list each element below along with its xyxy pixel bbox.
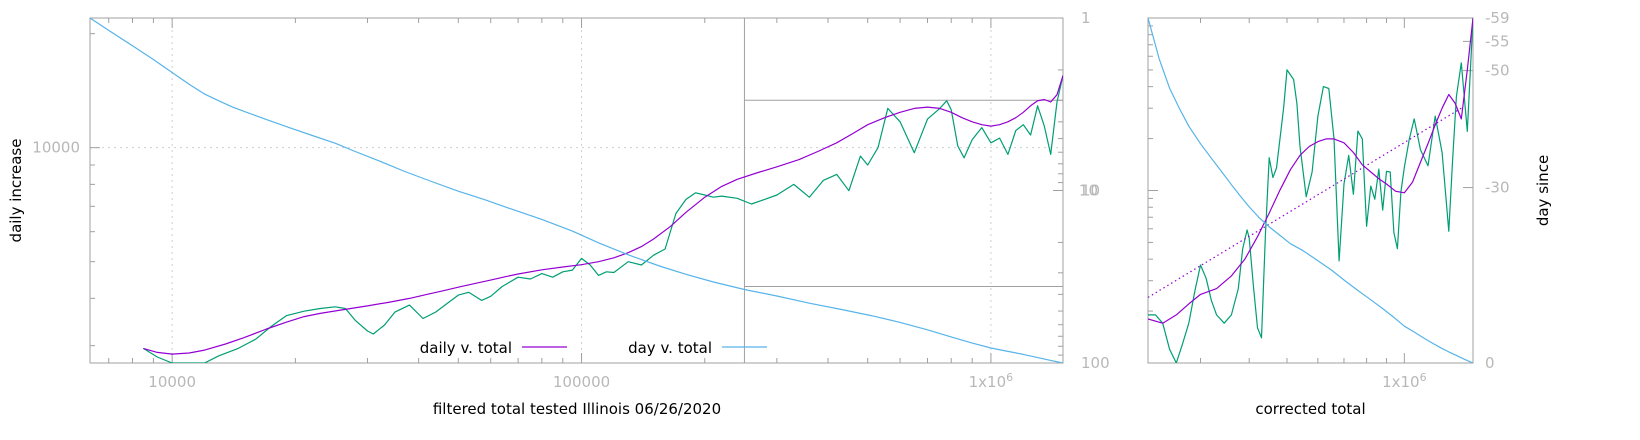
side-left-tick-label: 10 — [1079, 182, 1098, 200]
side-right-tick-label: -30 — [1485, 179, 1510, 197]
side-right-tick-label: 0 — [1485, 354, 1495, 372]
side-plot: 1x106 10 -59 -55 -50 -30 0 corrected total day s… — [1079, 9, 1552, 418]
right-tick-label: 100 — [1081, 354, 1110, 372]
series-daily-raw-line — [142, 75, 1063, 363]
side-series-corrected-daily-line — [1148, 18, 1473, 363]
side-series-group — [1148, 18, 1473, 363]
x-axis-title: filtered total tested Illinois 06/26/202… — [433, 400, 721, 418]
x-tick-label-exponent: 6 — [1006, 371, 1013, 384]
side-right-tick-label: -50 — [1485, 62, 1510, 80]
left-axis-title: daily increase — [7, 139, 25, 243]
side-series-trend-line — [1148, 107, 1462, 298]
side-right-tick-label: -59 — [1485, 9, 1510, 27]
right-tick-label: 1 — [1081, 9, 1091, 27]
side-x-axis-title: corrected total — [1255, 400, 1365, 418]
side-right-tick-label: -55 — [1485, 32, 1510, 50]
main-plot-frame — [89, 17, 1064, 364]
series-daily-v-total-line — [143, 75, 1063, 355]
side-x-tick-label-exponent: 6 — [1420, 371, 1427, 384]
main-plot: 10000 100000 1x106 10000 1 10 100 filtered tota… — [7, 9, 1110, 418]
legend-label: daily v. total — [420, 339, 512, 357]
main-series-group — [90, 18, 1063, 363]
side-series-day-since-line — [1148, 18, 1473, 363]
x-tick-label: 100000 — [553, 373, 610, 391]
side-series-smoothed-line — [1148, 18, 1473, 324]
series-day-v-total-line — [90, 18, 1063, 363]
side-x-tick-label: 1x106 — [1382, 371, 1427, 391]
side-right-axis-title: day since — [1534, 155, 1552, 226]
x-tick-label: 1x106 — [969, 371, 1014, 391]
right-tick-label: 10 — [1081, 182, 1100, 200]
legend-label: day v. total — [628, 339, 712, 357]
x-tick-label: 10000 — [148, 373, 196, 391]
side-plot-frame — [1147, 17, 1474, 364]
left-tick-label: 10000 — [32, 139, 80, 157]
